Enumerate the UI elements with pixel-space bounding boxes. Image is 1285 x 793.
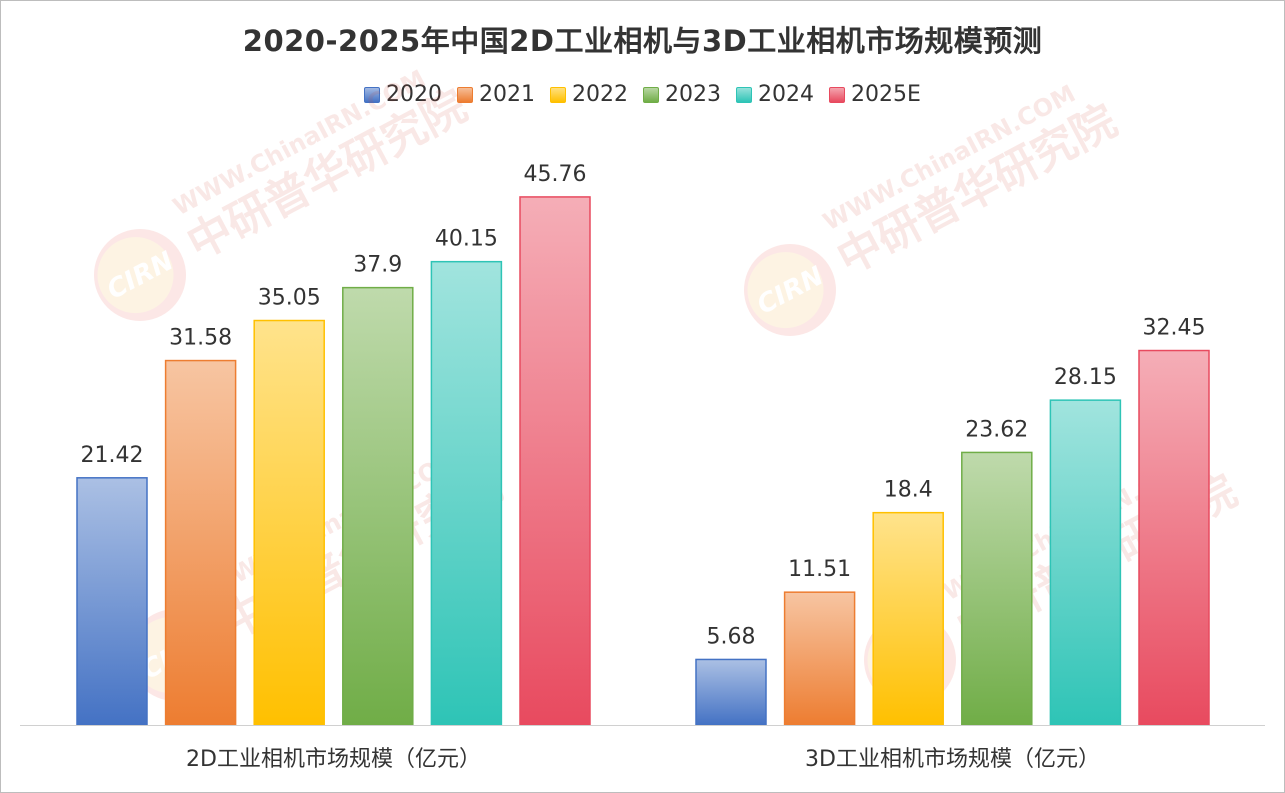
bars-layer xyxy=(76,196,1210,726)
bar-2025E-group-1 xyxy=(519,196,591,726)
legend-label: 2024 xyxy=(758,82,815,107)
value-label: 18.4 xyxy=(884,478,933,503)
value-label: 28.15 xyxy=(1054,365,1117,390)
legend-label: 2021 xyxy=(479,82,536,107)
category-label: 2D工业相机市场规模（亿元） xyxy=(186,747,481,772)
legend-item-2024: 2024 xyxy=(736,82,814,107)
category-label: 3D工业相机市场规模（亿元） xyxy=(805,747,1100,772)
bar-2022-group-1 xyxy=(253,319,325,726)
value-label: 11.51 xyxy=(788,557,851,582)
value-label: 31.58 xyxy=(169,326,232,351)
bar-2023-group-2 xyxy=(961,451,1033,726)
category-labels-layer: 2D工业相机市场规模（亿元） 3D工业相机市场规模（亿元） xyxy=(186,747,1100,772)
value-label: 40.15 xyxy=(435,227,498,252)
legend-swatch xyxy=(736,86,753,103)
bar-2025E-group-2 xyxy=(1138,349,1210,726)
value-label: 23.62 xyxy=(965,417,1028,442)
bar-2021-group-1 xyxy=(164,359,237,726)
legend-item-2025E: 2025E xyxy=(829,82,921,107)
value-label: 35.05 xyxy=(258,286,321,311)
legend-swatch xyxy=(829,86,846,103)
legend-item-2021: 2021 xyxy=(457,82,535,107)
value-label: 21.42 xyxy=(81,443,144,468)
legend-swatch xyxy=(550,86,567,103)
bar-2024-group-1 xyxy=(430,260,503,726)
bar-2023-group-1 xyxy=(342,286,414,726)
bar-2022-group-2 xyxy=(872,511,944,726)
bar-2021-group-2 xyxy=(783,591,856,726)
value-label: 5.68 xyxy=(707,624,756,649)
legend-swatch xyxy=(364,86,381,103)
bar-2024-group-2 xyxy=(1049,399,1122,726)
value-label: 32.45 xyxy=(1143,316,1206,341)
value-label: 45.76 xyxy=(524,162,587,187)
legend-item-2022: 2022 xyxy=(550,82,628,107)
legend-swatch xyxy=(457,86,474,103)
legend-swatch xyxy=(643,86,660,103)
bar-2020-group-1 xyxy=(76,477,148,726)
value-labels-layer: 21.42 31.58 35.05 37.9 40.15 45.76 5.68 11.51 18… xyxy=(81,162,1206,650)
chart-title: 2020-2025年中国2D工业相机与3D工业相机市场规模预测 xyxy=(242,24,1043,58)
bar-2020-group-2 xyxy=(695,658,767,726)
legend-item-2023: 2023 xyxy=(643,82,721,107)
legend-label: 2022 xyxy=(572,82,629,107)
legend-label: 2023 xyxy=(665,82,722,107)
legend-label: 2020 xyxy=(386,82,443,107)
value-label: 37.9 xyxy=(353,253,402,278)
legend-label: 2025E xyxy=(851,82,921,107)
chart-legend: 2020 2021 2022 2023 2024 2025E xyxy=(0,82,1285,107)
legend-item-2020: 2020 xyxy=(364,82,442,107)
